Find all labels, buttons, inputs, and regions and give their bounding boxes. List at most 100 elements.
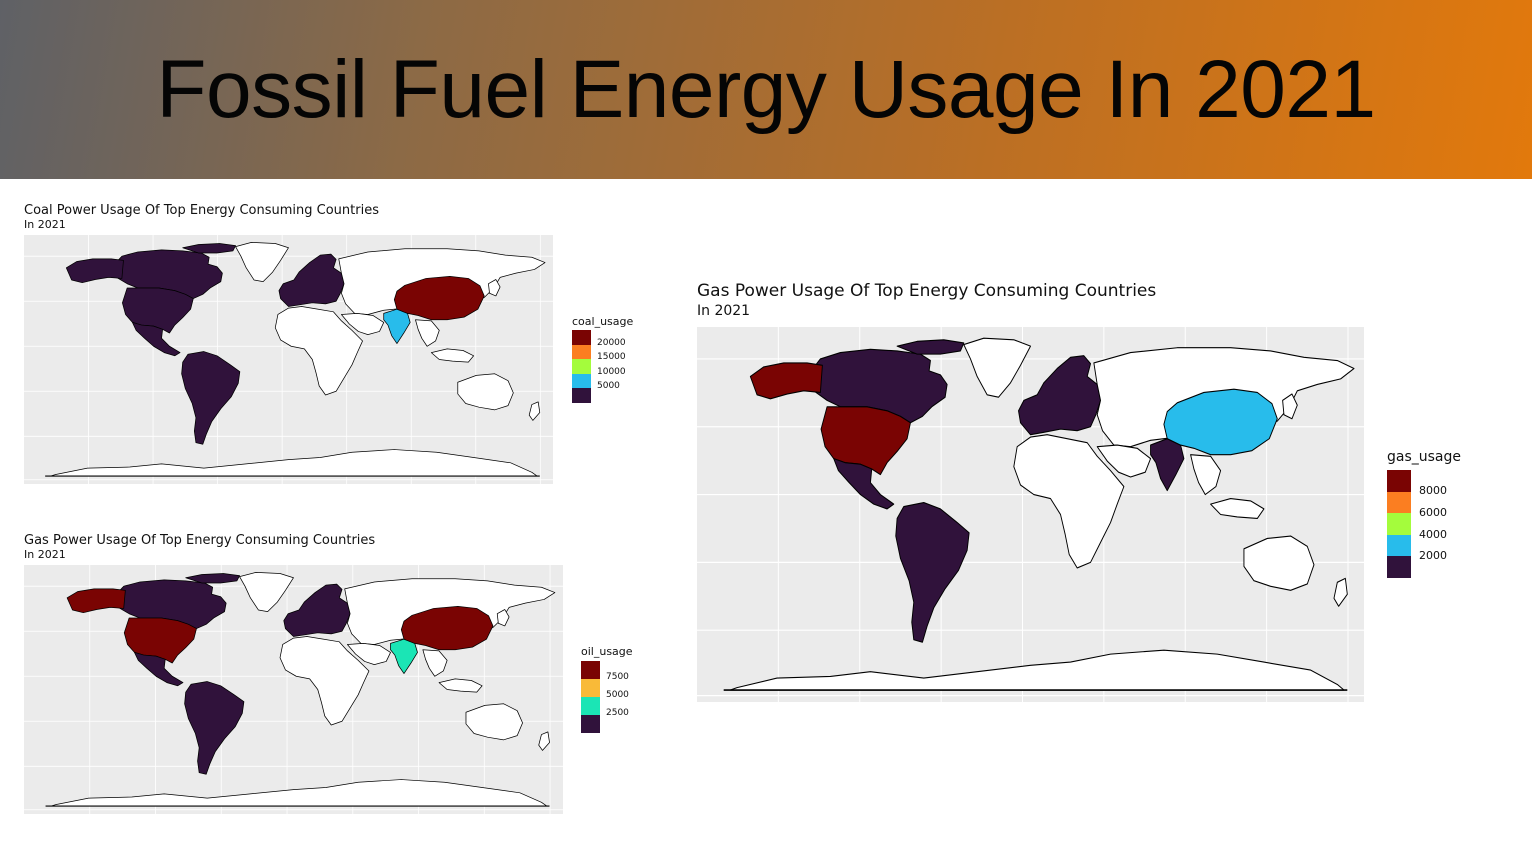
legend-swatch bbox=[581, 661, 600, 679]
country-usa bbox=[123, 617, 197, 664]
country-north-america bbox=[896, 339, 965, 355]
legend-swatch bbox=[1387, 470, 1411, 492]
country-south-america bbox=[895, 501, 970, 643]
legend-title: oil_usage bbox=[581, 645, 633, 658]
legend-swatch bbox=[581, 679, 600, 697]
coal-map-panel: Coal Power Usage Of Top Energy Consuming… bbox=[24, 203, 644, 488]
legend-label: 2000 bbox=[1419, 549, 1447, 562]
country-north-america bbox=[109, 249, 223, 299]
legend-swatch bbox=[572, 330, 591, 345]
country-north-america bbox=[110, 579, 227, 629]
legend-swatch bbox=[572, 388, 591, 403]
country-greenland bbox=[235, 242, 289, 282]
country-china bbox=[1163, 388, 1278, 456]
country-middle-east bbox=[1096, 444, 1152, 478]
country-middle-east bbox=[347, 643, 391, 665]
country-antarctica bbox=[50, 779, 548, 807]
country-se-asia bbox=[430, 348, 475, 363]
legend-swatch bbox=[572, 374, 591, 388]
country-india bbox=[390, 638, 418, 674]
world-map bbox=[697, 327, 1364, 702]
country-middle-east bbox=[341, 313, 385, 335]
legend-swatch bbox=[1387, 535, 1411, 556]
country-antarctica bbox=[729, 649, 1345, 691]
country-nz bbox=[528, 401, 541, 421]
legend-label: 8000 bbox=[1419, 484, 1447, 497]
country-alaska bbox=[66, 588, 126, 614]
legend-title: gas_usage bbox=[1387, 449, 1462, 465]
country-europe bbox=[278, 253, 345, 307]
legend-label: 15000 bbox=[597, 352, 626, 362]
country-se-asia bbox=[422, 649, 448, 677]
country-se-asia bbox=[1210, 497, 1265, 520]
world-map-svg bbox=[697, 327, 1364, 702]
country-south-america bbox=[184, 681, 245, 775]
country-australia bbox=[465, 703, 523, 741]
country-japan bbox=[496, 609, 510, 627]
legend-label: 5000 bbox=[597, 381, 620, 391]
legend-label: 7500 bbox=[606, 672, 629, 682]
map-subtitle: In 2021 bbox=[24, 218, 66, 231]
map-title: Gas Power Usage Of Top Energy Consuming … bbox=[697, 281, 1157, 301]
title-banner: Fossil Fuel Energy Usage In 2021 bbox=[0, 0, 1532, 179]
country-south-america bbox=[181, 351, 241, 445]
country-north-america bbox=[185, 573, 240, 584]
country-china bbox=[400, 605, 494, 651]
oil-map-panel: Gas Power Usage Of Top Energy Consuming … bbox=[24, 533, 644, 818]
country-australia bbox=[1243, 535, 1315, 591]
country-alaska bbox=[749, 362, 823, 400]
world-map-svg bbox=[24, 235, 553, 484]
legend-label: 4000 bbox=[1419, 528, 1447, 541]
country-japan bbox=[488, 279, 501, 297]
country-greenland bbox=[963, 337, 1031, 398]
legend-label: 10000 bbox=[597, 367, 626, 377]
country-india bbox=[1150, 438, 1185, 492]
country-mexico bbox=[132, 322, 181, 357]
map-gridlines bbox=[697, 327, 1364, 702]
map-subtitle: In 2021 bbox=[697, 303, 751, 319]
legend-swatch bbox=[581, 697, 600, 715]
country-nz bbox=[538, 731, 550, 751]
country-se-asia bbox=[415, 319, 440, 347]
legend-label: 2500 bbox=[606, 708, 629, 718]
country-europe bbox=[1018, 355, 1102, 436]
legend-swatch bbox=[1387, 492, 1411, 513]
country-se-asia bbox=[438, 678, 483, 693]
legend-title: coal_usage bbox=[572, 315, 634, 328]
country-nz bbox=[1333, 577, 1348, 607]
country-australia bbox=[457, 373, 514, 411]
country-india bbox=[383, 308, 411, 344]
legend-swatch bbox=[572, 359, 591, 374]
country-europe bbox=[283, 583, 351, 637]
country-north-america bbox=[182, 243, 236, 254]
map-subtitle: In 2021 bbox=[24, 548, 66, 561]
legend-label: 20000 bbox=[597, 338, 626, 348]
gas-map-panel: Gas Power Usage Of Top Energy Consuming … bbox=[697, 281, 1497, 706]
slide-title: Fossil Fuel Energy Usage In 2021 bbox=[156, 44, 1376, 135]
country-china bbox=[393, 275, 485, 321]
world-map bbox=[24, 235, 553, 484]
legend-swatch bbox=[572, 345, 591, 359]
map-title: Gas Power Usage Of Top Energy Consuming … bbox=[24, 533, 376, 548]
country-africa bbox=[1013, 434, 1125, 569]
country-mexico bbox=[134, 652, 184, 687]
country-north-america bbox=[804, 348, 948, 424]
legend-label: 6000 bbox=[1419, 506, 1447, 519]
legend-swatch bbox=[1387, 513, 1411, 535]
country-africa bbox=[279, 636, 370, 726]
legend-swatch bbox=[1387, 556, 1411, 578]
country-africa bbox=[274, 306, 363, 396]
country-se-asia bbox=[1190, 454, 1222, 496]
country-usa bbox=[122, 287, 194, 334]
country-japan bbox=[1282, 393, 1298, 420]
legend-label: 5000 bbox=[606, 690, 629, 700]
world-map-svg bbox=[24, 565, 563, 814]
country-greenland bbox=[239, 572, 294, 612]
legend-swatch bbox=[581, 715, 600, 733]
country-antarctica bbox=[50, 449, 538, 477]
country-mexico bbox=[833, 458, 895, 510]
map-title: Coal Power Usage Of Top Energy Consuming… bbox=[24, 203, 379, 218]
world-map bbox=[24, 565, 563, 814]
country-alaska bbox=[65, 258, 124, 284]
country-usa bbox=[820, 406, 911, 476]
